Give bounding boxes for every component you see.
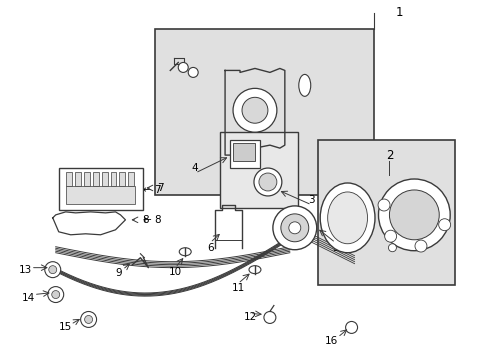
Circle shape <box>414 240 426 252</box>
Circle shape <box>48 287 63 302</box>
Circle shape <box>388 190 438 240</box>
Text: 3: 3 <box>308 195 314 205</box>
Polygon shape <box>53 212 125 235</box>
Circle shape <box>52 291 60 298</box>
Bar <box>128 172 134 186</box>
Circle shape <box>49 266 57 274</box>
Text: 11: 11 <box>231 283 244 293</box>
Text: ← 8: ← 8 <box>143 215 162 225</box>
Text: 14: 14 <box>22 293 36 302</box>
Circle shape <box>377 199 389 211</box>
Circle shape <box>259 173 276 191</box>
Circle shape <box>45 262 61 278</box>
Bar <box>65 172 72 186</box>
Bar <box>75 172 81 186</box>
Bar <box>317 140 454 285</box>
Text: 4: 4 <box>191 163 198 173</box>
Text: 16: 16 <box>325 336 338 346</box>
Text: 2: 2 <box>385 149 392 162</box>
Text: 12: 12 <box>243 312 256 323</box>
Circle shape <box>272 206 316 250</box>
Ellipse shape <box>298 75 310 96</box>
Bar <box>65 186 135 204</box>
Bar <box>119 172 125 186</box>
Bar <box>92 172 99 186</box>
Ellipse shape <box>179 248 191 256</box>
Bar <box>59 168 143 210</box>
Ellipse shape <box>248 266 261 274</box>
Circle shape <box>384 230 396 242</box>
Circle shape <box>81 311 96 328</box>
Text: 9: 9 <box>115 267 122 278</box>
Circle shape <box>178 62 188 72</box>
Bar <box>229 140 260 168</box>
Bar <box>110 172 116 186</box>
Text: 1: 1 <box>395 6 402 19</box>
Text: ← 7: ← 7 <box>143 185 162 195</box>
Text: 5: 5 <box>332 243 338 253</box>
Circle shape <box>84 315 92 323</box>
Bar <box>102 172 107 186</box>
Bar <box>233 143 254 161</box>
Text: 10: 10 <box>168 267 182 276</box>
Circle shape <box>242 97 267 123</box>
Ellipse shape <box>320 183 374 253</box>
Text: 13: 13 <box>19 265 32 275</box>
Circle shape <box>288 222 300 234</box>
Circle shape <box>438 219 450 231</box>
Circle shape <box>378 179 449 251</box>
Circle shape <box>264 311 275 323</box>
Circle shape <box>280 214 308 242</box>
Circle shape <box>188 67 198 77</box>
Bar <box>155 28 374 195</box>
Text: 7: 7 <box>157 183 163 193</box>
Bar <box>83 172 89 186</box>
Circle shape <box>345 321 357 333</box>
Bar <box>220 132 297 208</box>
Ellipse shape <box>327 192 367 244</box>
Text: 15: 15 <box>59 323 72 332</box>
Circle shape <box>233 88 276 132</box>
Circle shape <box>253 168 281 196</box>
Text: 8: 8 <box>142 215 148 225</box>
Circle shape <box>387 244 396 252</box>
Text: 6: 6 <box>206 243 213 253</box>
